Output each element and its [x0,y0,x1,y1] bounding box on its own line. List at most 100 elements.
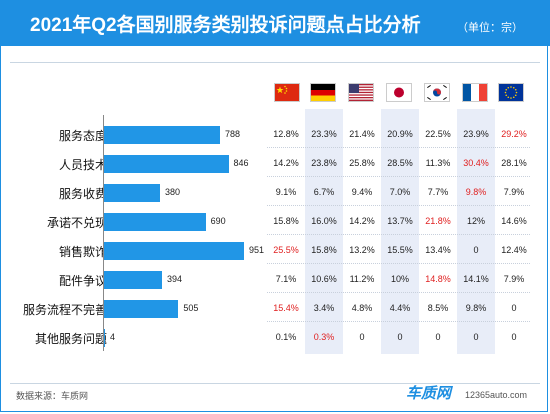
table-cell: 4.4% [389,303,411,313]
bar-value-label: 380 [164,187,180,197]
table-cell: 0 [511,332,517,342]
table-cell: 11.3% [425,158,451,168]
table-cell: 14.6% [501,216,527,226]
table-cell: 7.0% [389,187,411,197]
category-label: 配件争议 [58,274,107,288]
column-shade [381,109,419,354]
table-cell: 7.7% [427,187,449,197]
japan-flag-icon [386,83,412,102]
bar-value-label: 690 [210,216,226,226]
table-cell: 23.9% [463,129,489,139]
table-cell: 0 [397,332,403,342]
brand-logo: 车质网 [406,385,452,402]
bar [104,271,162,289]
table-cell: 21.8% [425,216,451,226]
category-label: 承诺不兑现 [46,216,107,230]
table-cell: 23.3% [311,129,337,139]
china-flag-icon [274,83,300,102]
table-cell: 29.2% [501,129,527,139]
table-cell: 13.7% [387,216,413,226]
table-cell: 0 [435,332,441,342]
category-label: 服务收费 [58,187,107,201]
france-flag-icon [462,83,488,102]
row-divider [267,263,530,264]
table-cell: 7.1% [275,274,297,284]
table-cell: 7.9% [503,274,525,284]
table-cell: 12% [466,216,485,226]
bar [104,184,160,202]
table-cell: 6.7% [313,187,335,197]
category-label: 服务态度 [58,129,107,143]
row-divider [267,292,530,293]
page-title: 2021年Q2各国别服务类别投诉问题点占比分析 [30,15,421,36]
row-divider [267,176,530,177]
bar [104,213,206,231]
bar-value-label: 846 [233,158,249,168]
table-cell: 25.8% [349,158,375,168]
chart-frame [0,46,548,412]
table-cell: 3.4% [313,303,335,313]
table-cell: 14.1% [463,274,489,284]
category-label: 服务流程不完善 [22,303,107,317]
category-label: 其他服务问题 [34,332,107,346]
bar-value-label: 4 [110,332,116,342]
table-cell: 28.5% [387,158,413,168]
table-cell: 9.8% [465,303,487,313]
germany-flag-icon [310,83,336,102]
bar [104,126,220,144]
table-cell: 13.4% [425,245,451,255]
usa-flag-icon [348,83,374,102]
table-cell: 22.5% [425,129,451,139]
bar-value-label: 505 [183,303,199,313]
table-cell: 28.1% [501,158,527,168]
table-cell: 7.9% [503,187,525,197]
table-cell: 0 [473,245,479,255]
table-cell: 20.9% [387,129,413,139]
table-cell: 0 [473,332,479,342]
eu-flag-icon [498,83,524,102]
table-cell: 23.8% [311,158,337,168]
table-cell: 30.4% [463,158,489,168]
table-cell: 15.8% [273,216,299,226]
unit-label: （单位：宗） [457,22,523,34]
table-cell: 10.6% [311,274,337,284]
table-cell: 14.2% [349,216,375,226]
bar [104,300,179,318]
table-cell: 0.3% [313,332,335,342]
table-cell: 25.5% [273,245,299,255]
table-cell: 0 [359,332,365,342]
bar [104,155,229,173]
table-cell: 11.2% [349,274,375,284]
footer-divider [10,383,540,384]
top-divider [10,62,540,63]
brand-url: 12365auto.com [465,390,528,400]
row-divider [267,234,530,235]
bar-value-label: 394 [167,274,183,284]
table-cell: 16.0% [311,216,337,226]
bar [104,242,244,260]
category-label: 人员技术 [58,158,107,172]
column-shade [457,109,495,354]
table-cell: 0.1% [275,332,297,342]
table-cell: 13.2% [349,245,375,255]
y-axis-line [103,115,104,351]
table-cell: 8.5% [427,303,449,313]
table-cell: 0 [511,303,517,313]
table-cell: 15.8% [311,245,337,255]
table-cell: 14.8% [425,274,451,284]
data-source: 数据来源：车质网 [16,391,89,401]
table-cell: 15.5% [387,245,413,255]
category-label: 销售欺诈 [58,245,107,259]
table-cell: 10% [390,274,409,284]
row-divider [267,321,530,322]
header-bar: 2021年Q2各国别服务类别投诉问题点占比分析 （单位：宗） [0,0,550,46]
korea-flag-icon [424,83,450,102]
row-divider [267,205,530,206]
bar [104,329,105,347]
table-cell: 4.8% [351,303,373,313]
row-divider [267,147,530,148]
table-cell: 15.4% [273,303,299,313]
bar-value-label: 788 [225,129,241,139]
bar-value-label: 951 [249,245,265,255]
table-cell: 9.4% [351,187,373,197]
